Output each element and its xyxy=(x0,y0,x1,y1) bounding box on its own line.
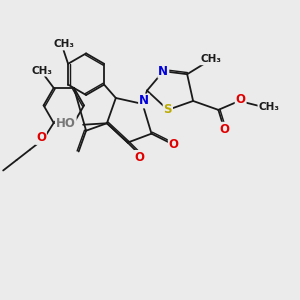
Text: HO: HO xyxy=(56,117,76,130)
Text: O: O xyxy=(219,123,229,136)
Text: CH₃: CH₃ xyxy=(258,102,279,112)
Text: O: O xyxy=(169,138,179,151)
Text: N: N xyxy=(158,65,168,78)
Text: S: S xyxy=(164,103,172,116)
Text: CH₃: CH₃ xyxy=(31,66,52,76)
Text: CH₃: CH₃ xyxy=(53,40,74,50)
Text: O: O xyxy=(135,151,145,164)
Text: O: O xyxy=(36,131,46,144)
Text: CH₃: CH₃ xyxy=(200,54,221,64)
Text: N: N xyxy=(139,94,149,107)
Text: O: O xyxy=(236,93,246,106)
